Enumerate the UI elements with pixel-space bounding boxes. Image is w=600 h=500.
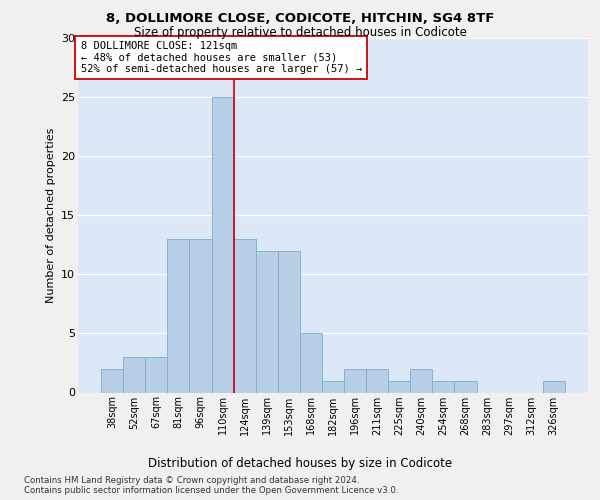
Bar: [145, 357, 167, 392]
Text: Distribution of detached houses by size in Codicote: Distribution of detached houses by size …: [148, 458, 452, 470]
Bar: [300, 334, 322, 392]
Bar: [433, 380, 454, 392]
Bar: [212, 96, 233, 393]
Bar: [256, 250, 278, 392]
Text: 8, DOLLIMORE CLOSE, CODICOTE, HITCHIN, SG4 8TF: 8, DOLLIMORE CLOSE, CODICOTE, HITCHIN, S…: [106, 12, 494, 26]
Bar: [322, 380, 344, 392]
Bar: [190, 238, 212, 392]
Bar: [167, 238, 190, 392]
Bar: [410, 369, 433, 392]
Bar: [123, 357, 145, 392]
Bar: [454, 380, 476, 392]
Bar: [388, 380, 410, 392]
Text: 8 DOLLIMORE CLOSE: 121sqm
← 48% of detached houses are smaller (53)
52% of semi-: 8 DOLLIMORE CLOSE: 121sqm ← 48% of detac…: [80, 41, 362, 74]
Bar: [278, 250, 300, 392]
Text: Size of property relative to detached houses in Codicote: Size of property relative to detached ho…: [134, 26, 466, 39]
Text: Contains public sector information licensed under the Open Government Licence v3: Contains public sector information licen…: [24, 486, 398, 495]
Bar: [101, 369, 123, 392]
Text: Contains HM Land Registry data © Crown copyright and database right 2024.: Contains HM Land Registry data © Crown c…: [24, 476, 359, 485]
Bar: [344, 369, 366, 392]
Bar: [366, 369, 388, 392]
Bar: [543, 380, 565, 392]
Y-axis label: Number of detached properties: Number of detached properties: [46, 128, 56, 302]
Bar: [233, 238, 256, 392]
